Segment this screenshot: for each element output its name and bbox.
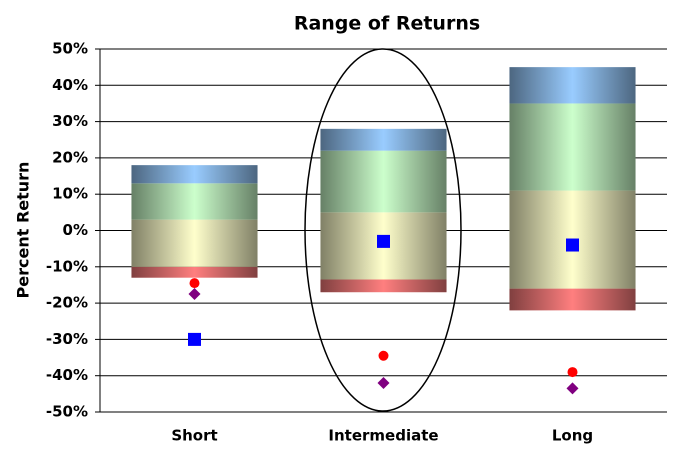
y-tick-label: 10% (52, 185, 88, 203)
y-tick-label: -40% (46, 366, 88, 384)
marker-circle (378, 350, 389, 361)
bar-shading (131, 266, 258, 278)
y-tick-label: 0% (63, 221, 88, 239)
bar-shading (320, 150, 447, 213)
plot-area: -50% -40% -30% -20% -10% 0% 10% 20% 30% 40% 50% Sho… (46, 40, 667, 445)
y-tick-label: 20% (52, 148, 88, 166)
y-tick-label: -50% (46, 403, 88, 421)
x-tick-label: Short (171, 427, 217, 445)
marker-diamond (566, 382, 579, 395)
x-tick-label: Long (552, 427, 593, 445)
y-tick-label: -10% (46, 257, 88, 275)
highlight-ellipse (304, 48, 462, 412)
y-axis-label: Percent Return (14, 162, 33, 299)
marker-square (188, 332, 201, 346)
bar-shading (509, 67, 636, 104)
marker-circle (189, 278, 200, 289)
bar-shading (509, 288, 636, 311)
x-tick-label: Intermediate (328, 427, 438, 445)
chart-title: Range of Returns (294, 13, 480, 35)
bar-shading (509, 103, 636, 191)
marker-circle (567, 367, 578, 378)
y-tick-label: 50% (52, 40, 88, 58)
marker-diamond (377, 376, 390, 389)
bar-shading (320, 279, 447, 293)
bar-shading (131, 183, 258, 220)
bar-shading (131, 165, 258, 184)
bar-shading (320, 128, 447, 151)
bar-shading (131, 219, 258, 267)
marker-diamond (188, 288, 201, 301)
y-tick-label: -30% (46, 330, 88, 348)
marker-square (566, 238, 579, 252)
y-tick-label: -20% (46, 294, 88, 312)
marker-square (377, 234, 390, 248)
y-tick-label: 30% (52, 112, 88, 130)
y-tick-label: 40% (52, 76, 88, 94)
